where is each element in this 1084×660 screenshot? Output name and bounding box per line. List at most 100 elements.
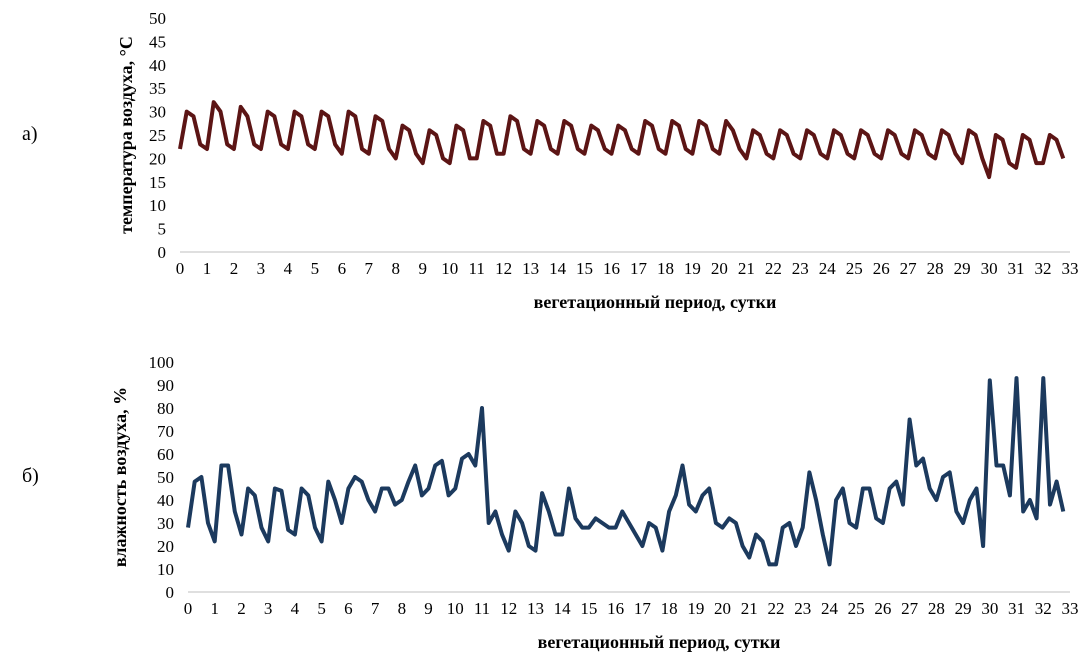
x-tick-label: 24: [819, 259, 837, 278]
y-tick-label: 0: [166, 583, 175, 602]
x-axis-title: вегетационный период, сутки: [538, 632, 781, 652]
x-tick-label: 29: [954, 259, 971, 278]
x-tick-label: 20: [714, 599, 731, 618]
y-tick-label: 35: [149, 79, 166, 98]
y-tick-label: 5: [158, 220, 167, 239]
y-tick-label: 20: [149, 149, 166, 168]
y-tick-label: 45: [149, 32, 166, 51]
y-tick-label: 40: [157, 491, 174, 510]
x-tick-label: 27: [901, 599, 919, 618]
x-tick-label: 27: [900, 259, 918, 278]
x-tick-label: 2: [237, 599, 246, 618]
x-tick-label: 19: [684, 259, 701, 278]
y-tick-label: 40: [149, 56, 166, 75]
y-tick-label: 70: [157, 422, 174, 441]
x-tick-label: 8: [398, 599, 407, 618]
y-tick-label: 50: [149, 9, 166, 28]
x-tick-label: 4: [291, 599, 300, 618]
x-tick-label: 18: [657, 259, 674, 278]
x-tick-label: 32: [1035, 599, 1052, 618]
data-line: [186, 376, 1066, 567]
x-tick-label: 33: [1062, 259, 1079, 278]
x-tick-label: 16: [607, 599, 624, 618]
x-tick-label: 13: [522, 259, 539, 278]
x-tick-label: 12: [500, 599, 517, 618]
y-tick-label: 30: [157, 514, 174, 533]
x-tick-label: 3: [257, 259, 266, 278]
x-tick-label: 0: [184, 599, 193, 618]
x-tick-label: 18: [661, 599, 678, 618]
x-tick-label: 15: [576, 259, 593, 278]
y-tick-label: 80: [157, 399, 174, 418]
y-tick-label: 10: [157, 560, 174, 579]
x-tick-label: 31: [1008, 599, 1025, 618]
x-tick-label: 21: [741, 599, 758, 618]
x-tick-label: 10: [441, 259, 458, 278]
x-tick-label: 10: [447, 599, 464, 618]
x-tick-label: 26: [873, 259, 890, 278]
x-tick-label: 17: [634, 599, 652, 618]
x-tick-label: 23: [792, 259, 809, 278]
panel-label: а): [22, 123, 38, 145]
data-line: [178, 100, 1066, 180]
x-tick-label: 3: [264, 599, 273, 618]
x-tick-label: 7: [371, 599, 380, 618]
x-tick-label: 30: [981, 599, 998, 618]
y-tick-label: 30: [149, 103, 166, 122]
x-tick-label: 4: [284, 259, 293, 278]
x-tick-label: 29: [955, 599, 972, 618]
x-tick-label: 0: [176, 259, 185, 278]
x-tick-label: 31: [1008, 259, 1025, 278]
x-tick-label: 17: [630, 259, 648, 278]
x-tick-label: 1: [210, 599, 219, 618]
x-tick-label: 1: [203, 259, 212, 278]
x-tick-label: 26: [874, 599, 891, 618]
x-tick-label: 6: [344, 599, 353, 618]
x-tick-label: 15: [580, 599, 597, 618]
x-tick-label: 6: [338, 259, 347, 278]
x-tick-label: 33: [1062, 599, 1079, 618]
x-tick-label: 14: [554, 599, 572, 618]
x-tick-label: 2: [230, 259, 239, 278]
x-tick-label: 30: [981, 259, 998, 278]
y-tick-label: 50: [157, 468, 174, 487]
x-tick-label: 5: [311, 259, 320, 278]
y-tick-label: 60: [157, 445, 174, 464]
x-tick-label: 28: [927, 259, 944, 278]
x-tick-label: 5: [317, 599, 326, 618]
x-tick-label: 25: [846, 259, 863, 278]
x-tick-label: 28: [928, 599, 945, 618]
x-tick-label: 9: [418, 259, 427, 278]
x-tick-label: 20: [711, 259, 728, 278]
x-tick-label: 19: [687, 599, 704, 618]
x-tick-label: 21: [738, 259, 755, 278]
x-tick-label: 16: [603, 259, 620, 278]
x-tick-label: 11: [474, 599, 490, 618]
x-tick-label: 13: [527, 599, 544, 618]
x-tick-label: 11: [468, 259, 484, 278]
x-tick-label: 32: [1035, 259, 1052, 278]
x-tick-label: 7: [365, 259, 374, 278]
y-tick-label: 10: [149, 196, 166, 215]
x-tick-label: 14: [549, 259, 567, 278]
x-tick-label: 9: [424, 599, 433, 618]
x-tick-label: 22: [768, 599, 785, 618]
y-tick-label: 15: [149, 173, 166, 192]
y-tick-label: 25: [149, 126, 166, 145]
y-axis-title: температура воздуха, °C: [116, 36, 136, 234]
panel-label: б): [22, 465, 39, 487]
y-axis-title: влажность воздуха, %: [110, 387, 130, 567]
y-tick-label: 0: [158, 243, 167, 262]
x-tick-label: 8: [392, 259, 401, 278]
x-tick-label: 12: [495, 259, 512, 278]
y-tick-label: 90: [157, 376, 174, 395]
x-tick-label: 24: [821, 599, 839, 618]
y-tick-label: 100: [149, 353, 175, 372]
x-tick-label: 22: [765, 259, 782, 278]
x-tick-label: 25: [848, 599, 865, 618]
x-tick-label: 23: [794, 599, 811, 618]
y-tick-label: 20: [157, 537, 174, 556]
x-axis-title: вегетационный период, сутки: [534, 292, 777, 312]
